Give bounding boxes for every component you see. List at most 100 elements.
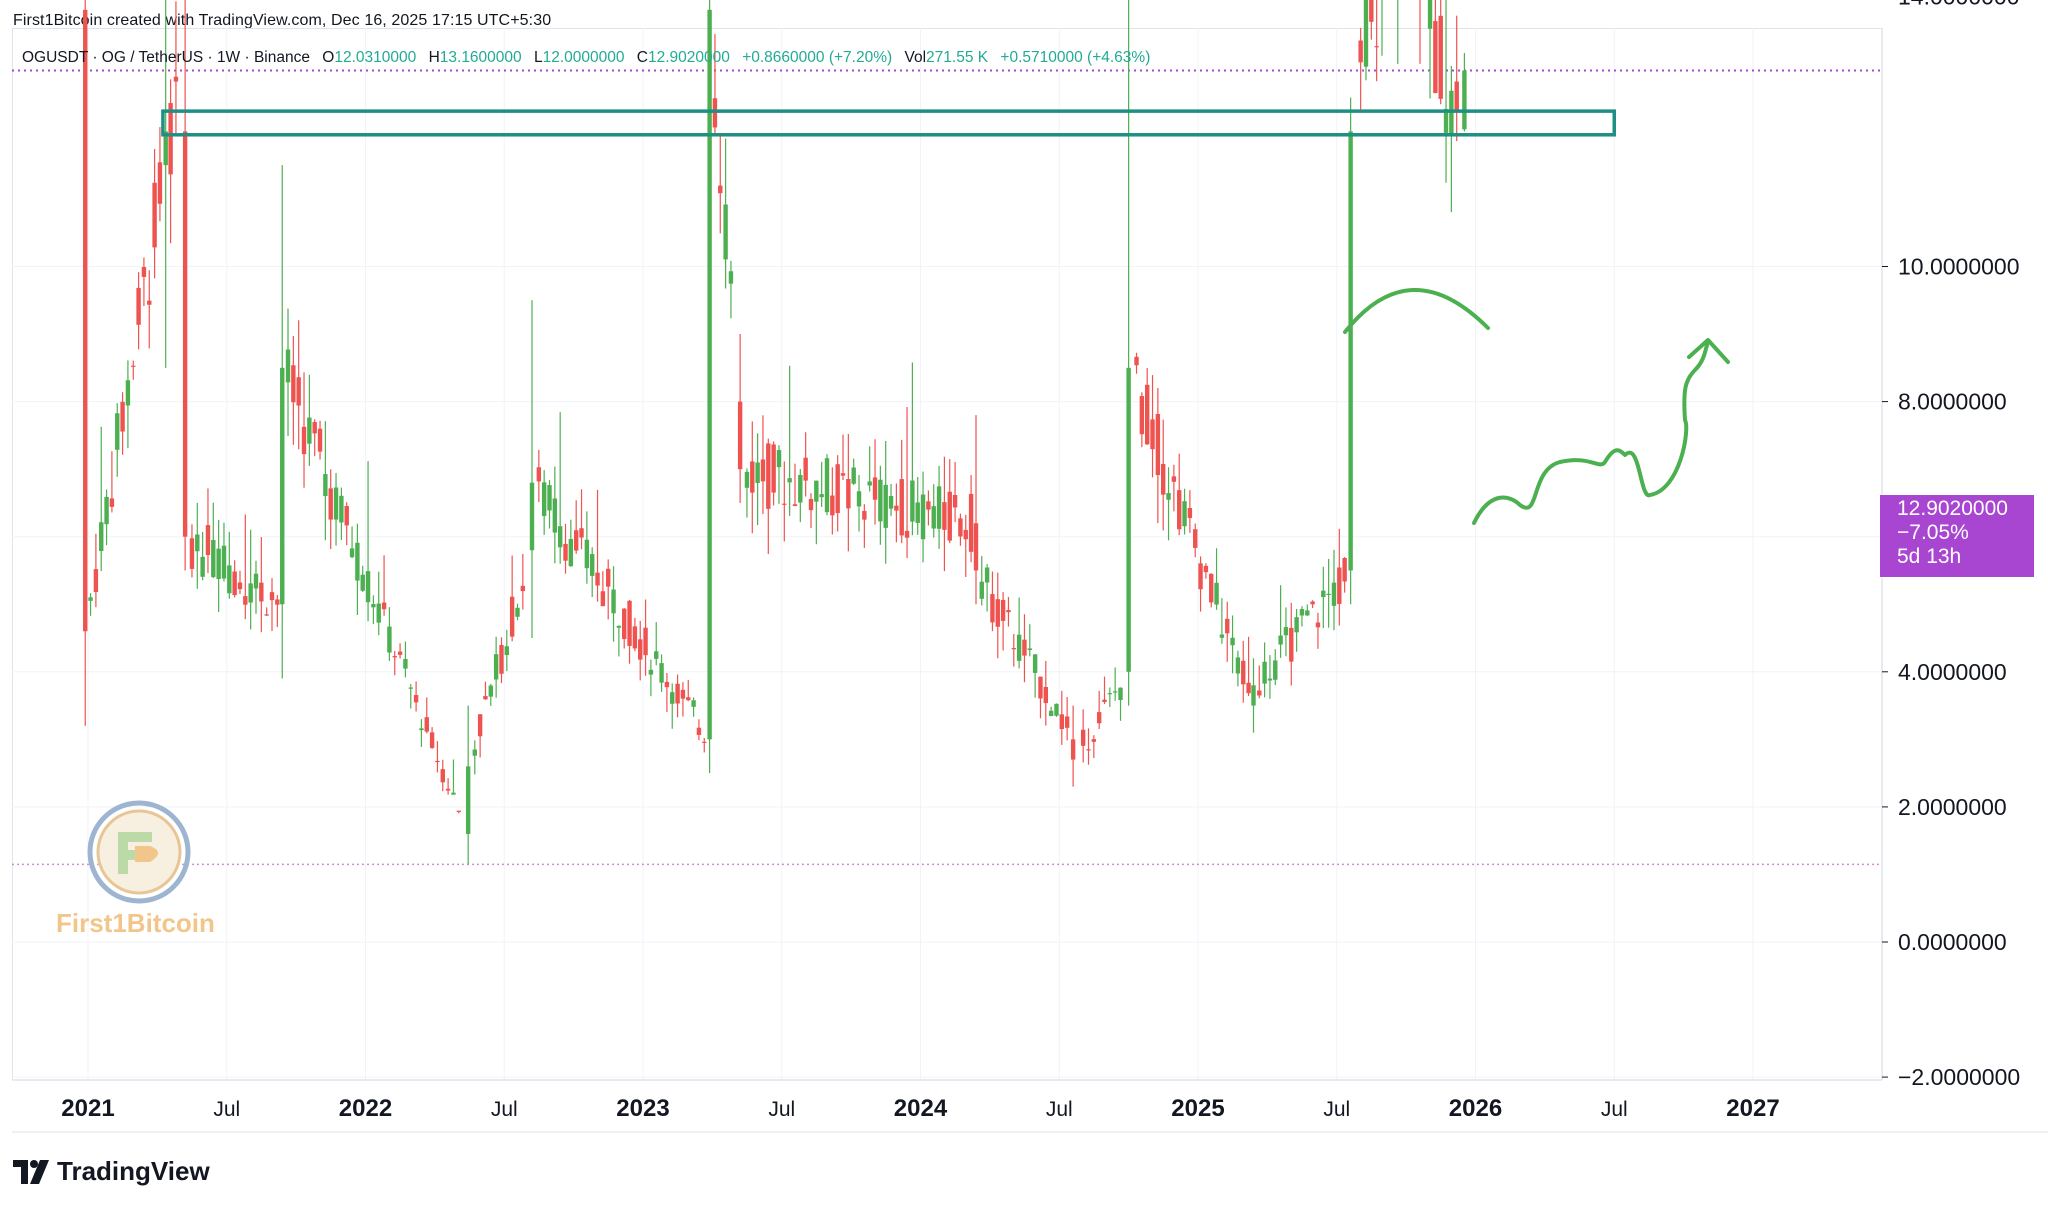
candle[interactable] [1064, 697, 1070, 741]
candle[interactable] [680, 682, 686, 717]
candle[interactable] [1054, 703, 1059, 717]
candle[interactable] [1091, 735, 1097, 758]
candle[interactable] [1126, 0, 1131, 706]
candle[interactable] [1150, 375, 1155, 478]
candle[interactable] [1454, 15, 1459, 142]
candle[interactable] [1187, 490, 1193, 533]
candle[interactable] [301, 372, 307, 488]
candle[interactable] [429, 727, 435, 749]
candle[interactable] [365, 461, 371, 622]
candle[interactable] [1139, 392, 1145, 448]
candle[interactable] [1059, 690, 1065, 745]
candle[interactable] [1000, 592, 1006, 651]
candle[interactable] [659, 654, 664, 692]
candle[interactable] [1443, 0, 1449, 183]
candle[interactable] [381, 555, 387, 616]
candle[interactable] [339, 487, 344, 541]
candle[interactable] [995, 572, 1000, 659]
candle[interactable] [750, 421, 755, 534]
candle[interactable] [1262, 642, 1267, 698]
candle[interactable] [776, 445, 782, 504]
candle[interactable] [760, 415, 766, 515]
candle[interactable] [264, 607, 269, 617]
candle[interactable] [920, 471, 926, 563]
candle[interactable] [840, 434, 846, 481]
candle[interactable] [1006, 596, 1011, 627]
candle[interactable] [958, 513, 963, 546]
candle[interactable] [280, 165, 285, 679]
candle[interactable] [227, 531, 232, 599]
candle[interactable] [568, 519, 574, 567]
candle[interactable] [349, 526, 355, 559]
candle[interactable] [1310, 600, 1315, 609]
candle[interactable] [344, 502, 349, 546]
candle[interactable] [1358, 27, 1363, 112]
candle[interactable] [1462, 53, 1467, 132]
candle[interactable] [979, 556, 984, 606]
candle[interactable] [1438, 0, 1443, 105]
candle[interactable] [862, 504, 867, 548]
candle[interactable] [1427, 0, 1433, 99]
candle[interactable] [1118, 687, 1123, 721]
candle[interactable] [541, 470, 547, 535]
candle[interactable] [1369, 0, 1374, 40]
candle[interactable] [1102, 676, 1107, 705]
candle[interactable] [707, 0, 712, 774]
top-arc-annotation[interactable] [1343, 288, 1490, 334]
candle[interactable] [371, 595, 376, 625]
candle[interactable] [737, 334, 743, 503]
candle[interactable] [296, 320, 301, 450]
candle[interactable] [328, 469, 333, 550]
candle[interactable] [307, 374, 312, 466]
candle[interactable] [253, 560, 259, 614]
candle[interactable] [654, 622, 659, 666]
candle[interactable] [237, 570, 243, 595]
candle[interactable] [792, 463, 798, 507]
candle[interactable] [552, 466, 558, 564]
candle[interactable] [1112, 667, 1118, 701]
candle[interactable] [952, 461, 958, 523]
candle[interactable] [1257, 665, 1262, 699]
candle[interactable] [1166, 467, 1171, 541]
candle[interactable] [1348, 97, 1353, 605]
candle[interactable] [515, 603, 520, 621]
candle[interactable] [787, 365, 792, 516]
candle[interactable] [529, 300, 535, 639]
candle[interactable] [830, 467, 835, 535]
candle[interactable] [1418, 0, 1422, 64]
candle[interactable] [424, 697, 429, 734]
candle[interactable] [1203, 563, 1209, 579]
candle[interactable] [819, 461, 824, 507]
candle[interactable] [360, 565, 365, 592]
candle[interactable] [942, 456, 947, 572]
candle[interactable] [638, 620, 643, 681]
candle[interactable] [910, 362, 915, 536]
candle[interactable] [312, 419, 317, 457]
candle[interactable] [141, 257, 147, 306]
candle[interactable] [285, 308, 291, 436]
candle[interactable] [408, 684, 413, 709]
candle[interactable] [1433, 0, 1438, 94]
candle[interactable] [536, 449, 542, 503]
candle[interactable] [157, 127, 163, 222]
candle[interactable] [189, 524, 195, 578]
candle[interactable] [1107, 687, 1113, 707]
candle[interactable] [1171, 464, 1177, 512]
candle[interactable] [904, 407, 910, 558]
candle[interactable] [878, 465, 883, 545]
candle[interactable] [120, 392, 125, 455]
candle[interactable] [931, 484, 936, 538]
time-axis[interactable]: 2021 Jul 2022 Jul 2023 Jul 2024 Jul 2025 Jul 2026 J… [61, 1095, 1779, 1122]
candle[interactable] [163, 0, 168, 368]
candle[interactable] [1241, 640, 1246, 703]
candle[interactable] [675, 674, 680, 718]
candle[interactable] [856, 474, 862, 532]
candle[interactable] [1283, 607, 1289, 657]
candle[interactable] [947, 459, 952, 544]
candle[interactable] [557, 412, 563, 564]
candle[interactable] [1144, 368, 1150, 445]
candle[interactable] [248, 529, 253, 630]
candle[interactable] [333, 473, 339, 546]
candle[interactable] [275, 595, 280, 628]
candle[interactable] [851, 458, 856, 485]
